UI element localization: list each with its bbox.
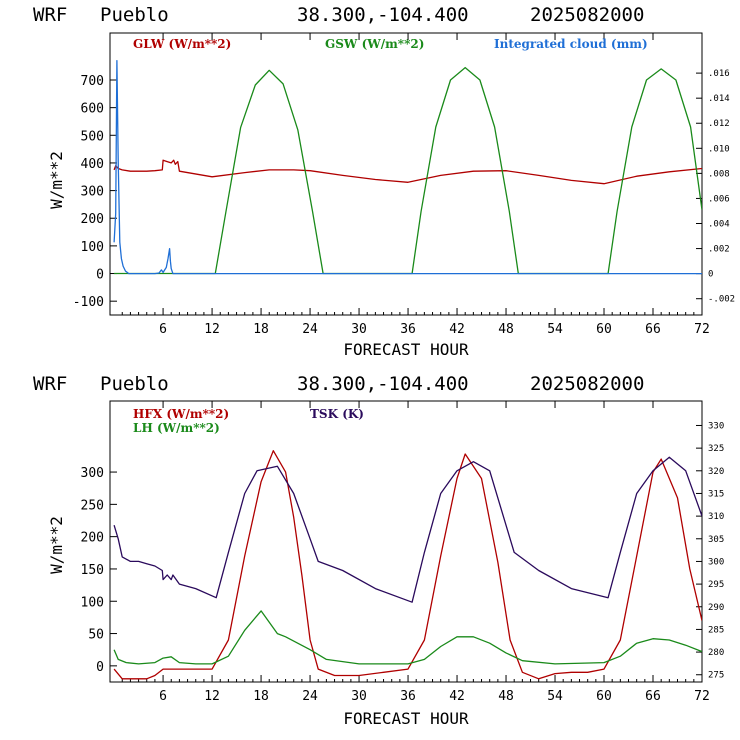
bottom-x-tick-label: 48 [498, 689, 514, 704]
legend-integrated-cloud: Integrated cloud (mm) [494, 37, 648, 51]
top-x-tick-label: 72 [694, 322, 710, 337]
top-x-tick-label: 66 [645, 322, 661, 337]
top-y2-tick-label: .002 [708, 245, 730, 255]
top-panel: WRF Pueblo 38.300,-104.400 2025082000 6 1… [33, 4, 735, 359]
bottom-plot-frame [109, 400, 703, 683]
legend-glw: GLW (W/m**2) [133, 37, 231, 51]
bottom-header-station: Pueblo [100, 373, 169, 395]
bottom-y2-tick-label: 280 [708, 648, 724, 658]
top-y-tick-label: 200 [81, 212, 104, 227]
top-y2-tick-label: .004 [708, 220, 730, 230]
bottom-y2-tick-label: 285 [708, 625, 724, 635]
bottom-x-tick-label: 18 [253, 689, 269, 704]
top-header-station: Pueblo [100, 4, 169, 26]
top-x-axis-label: FORECAST HOUR [343, 340, 469, 359]
bottom-x-axis-label: FORECAST HOUR [343, 709, 469, 728]
top-y-tick-label: 100 [81, 240, 104, 255]
top-x-tick-label: 12 [204, 322, 220, 337]
bottom-y2-tick-label: 305 [708, 535, 724, 545]
bottom-axis-ticks: 6 12 18 24 30 36 42 48 54 60 66 72 0 50 100 150 200 250 30… [81, 401, 724, 704]
top-y2-tick-label: .008 [708, 169, 730, 179]
top-y2-tick-label: 0 [708, 270, 713, 280]
top-x-tick-label: 30 [351, 322, 367, 337]
gsw-line [114, 66, 702, 275]
bottom-x-tick-label: 36 [400, 689, 416, 704]
bottom-x-tick-label: 72 [694, 689, 710, 704]
top-x-tick-label: 18 [253, 322, 269, 337]
bottom-y2-tick-label: 310 [708, 512, 724, 522]
top-series-group [113, 59, 702, 275]
top-y2-tick-label: .006 [708, 194, 730, 204]
top-series-layer [113, 59, 702, 275]
top-y2-tick-label: .012 [708, 119, 730, 129]
top-x-tick-label: 42 [449, 322, 465, 337]
bottom-series-layer [113, 450, 702, 680]
top-axis-ticks: 6 12 18 24 30 36 42 48 54 60 66 72 -100 0 100 200 300 400… [73, 33, 735, 337]
bottom-header-date: 2025082000 [530, 373, 644, 395]
top-y2-tick-label: -.002 [708, 295, 735, 305]
top-x-tick-label: 6 [159, 322, 167, 337]
bottom-x-tick-label: 6 [159, 689, 167, 704]
top-y-tick-label: 300 [81, 185, 104, 200]
legend-lh: LH (W/m**2) [133, 421, 220, 435]
legend-tsk: TSK (K) [310, 407, 364, 421]
top-x-tick-label: 24 [302, 322, 318, 337]
bottom-y2-tick-label: 290 [708, 603, 724, 613]
bottom-series-group [113, 450, 702, 680]
top-y2-tick-label: .016 [708, 69, 730, 79]
top-header-date: 2025082000 [530, 4, 644, 26]
bottom-y-tick-label: 300 [81, 466, 104, 481]
bottom-y-tick-label: 200 [81, 531, 104, 546]
bottom-y2-tick-label: 300 [708, 557, 724, 567]
bottom-y-axis-label: W/m**2 [47, 516, 66, 574]
top-y-tick-label: -100 [73, 295, 104, 310]
lh-line [113, 610, 702, 665]
top-header-coords: 38.300,-104.400 [297, 4, 469, 26]
bottom-y2-tick-label: 275 [708, 671, 724, 681]
bottom-header-coords: 38.300,-104.400 [297, 373, 469, 395]
bottom-y-tick-label: 50 [88, 628, 104, 643]
cloud-line [113, 59, 702, 275]
top-x-tick-label: 36 [400, 322, 416, 337]
bottom-x-tick-label: 30 [351, 689, 367, 704]
bottom-header-model: WRF [33, 373, 67, 395]
glw-line [113, 159, 702, 185]
top-x-tick-label: 48 [498, 322, 514, 337]
top-y-tick-label: 600 [81, 102, 104, 117]
bottom-x-tick-label: 12 [204, 689, 220, 704]
top-y2-tick-label: .014 [708, 94, 730, 104]
top-y-tick-label: 500 [81, 129, 104, 144]
bottom-y-tick-label: 250 [81, 498, 104, 513]
bottom-y-tick-label: 0 [96, 660, 104, 675]
tsk-line [113, 456, 702, 603]
bottom-y2-tick-label: 330 [708, 421, 724, 431]
top-plot-frame [109, 32, 703, 316]
bottom-x-tick-label: 42 [449, 689, 465, 704]
top-y-tick-label: 700 [81, 74, 104, 89]
top-y2-tick-label: .010 [708, 144, 730, 154]
bottom-y2-tick-label: 325 [708, 444, 724, 454]
bottom-x-tick-label: 66 [645, 689, 661, 704]
legend-hfx: HFX (W/m**2) [133, 407, 229, 421]
bottom-x-tick-label: 60 [596, 689, 612, 704]
top-x-tick-label: 54 [547, 322, 563, 337]
top-y-tick-label: 0 [96, 268, 104, 283]
bottom-panel: WRF Pueblo 38.300,-104.400 2025082000 6 1… [33, 373, 724, 728]
top-y-axis-label: W/m**2 [47, 151, 66, 209]
top-y-tick-label: 400 [81, 157, 104, 172]
bottom-y2-tick-label: 315 [708, 489, 724, 499]
bottom-y-tick-label: 100 [81, 595, 104, 610]
bottom-x-tick-label: 24 [302, 689, 318, 704]
legend-gsw: GSW (W/m**2) [325, 37, 424, 51]
hfx-line [113, 450, 702, 680]
top-x-tick-label: 60 [596, 322, 612, 337]
bottom-y-tick-label: 150 [81, 563, 104, 578]
top-header-model: WRF [33, 4, 67, 26]
bottom-y2-tick-label: 295 [708, 580, 724, 590]
bottom-y2-tick-label: 320 [708, 467, 724, 477]
bottom-x-tick-label: 54 [547, 689, 563, 704]
